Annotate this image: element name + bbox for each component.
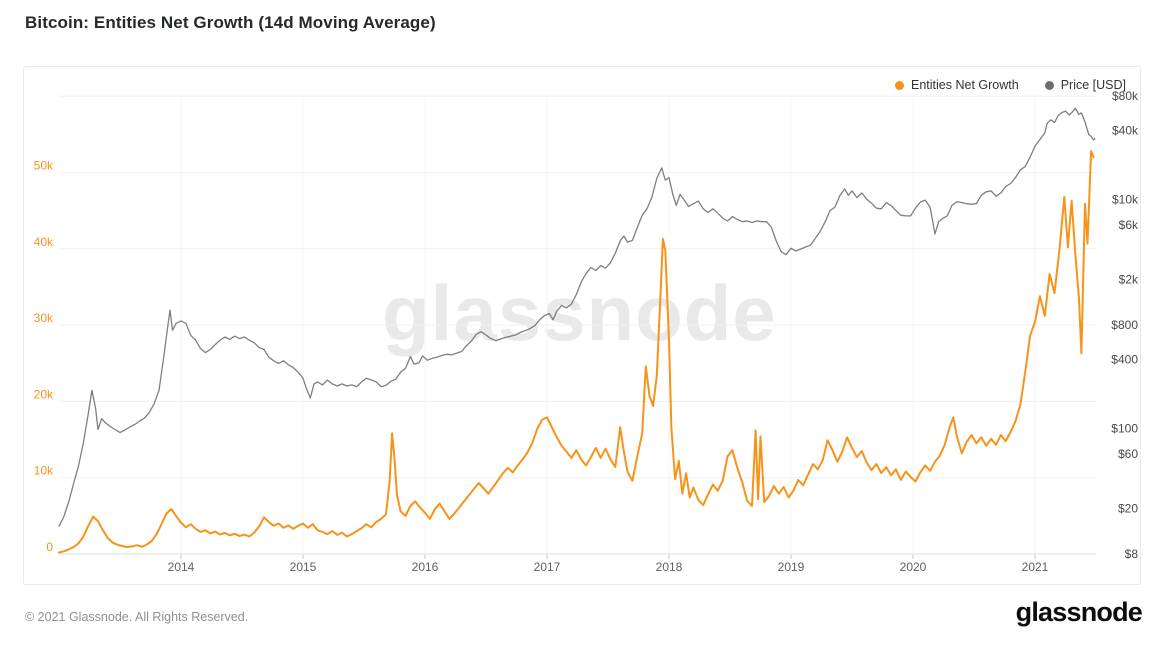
left-axis-labels: 0 10k 20k 30k 40k 50k	[34, 159, 54, 555]
glassnode-watermark: glassnode	[382, 269, 777, 357]
right-tick-label: $800	[1111, 318, 1138, 332]
glassnode-logo: glassnode	[1015, 597, 1143, 627]
chart-card: glassnode 2014 2015 2016 2017 2018 2019 2020 20…	[23, 66, 1141, 585]
right-tick-label: $10k	[1112, 193, 1139, 207]
left-tick-label: 20k	[34, 387, 54, 401]
left-tick-label: 0	[46, 540, 53, 554]
legend-label-entities: Entities Net Growth	[911, 78, 1019, 92]
right-tick-label: $400	[1111, 353, 1138, 367]
right-axis-labels: $8 $20 $60 $100 $400 $800 $2k $6k $10k $40k $80k	[1111, 89, 1139, 561]
right-tick-label: $8	[1125, 547, 1139, 561]
price-series-dot-icon	[1044, 80, 1054, 90]
right-tick-label: $2k	[1119, 273, 1139, 287]
x-tick-label: 2015	[290, 560, 317, 574]
legend-label-price: Price [USD]	[1060, 78, 1126, 92]
left-tick-label: 10k	[34, 464, 54, 478]
chart-legend: Entities Net Growth Price [USD]	[895, 78, 1126, 92]
x-tick-label: 2017	[534, 560, 561, 574]
x-tick-label: 2014	[168, 560, 195, 574]
copyright-text: © 2021 Glassnode. All Rights Reserved.	[25, 610, 249, 624]
right-tick-label: $40k	[1112, 124, 1139, 138]
x-tick-label: 2020	[900, 560, 927, 574]
entities-net-growth-line	[58, 150, 1095, 554]
page-title: Bitcoin: Entities Net Growth (14d Moving…	[25, 13, 436, 32]
chart-plot-area[interactable]: 2014 2015 2016 2017 2018 2019 2020 2021 0 10k 20k 3…	[24, 67, 1142, 586]
entities-series-dot-icon	[895, 80, 905, 90]
left-tick-label: 40k	[34, 235, 54, 249]
x-tick-label: 2016	[412, 560, 439, 574]
right-tick-label: $80k	[1112, 89, 1139, 103]
right-tick-label: $100	[1111, 421, 1138, 435]
left-tick-label: 50k	[34, 159, 54, 173]
legend-item-price-usd[interactable]: Price [USD]	[1044, 78, 1126, 92]
x-axis-year-grid: 2014 2015 2016 2017 2018 2019 2020 2021	[168, 96, 1049, 574]
right-tick-label: $20	[1118, 501, 1138, 515]
right-tick-label: $60	[1118, 447, 1138, 461]
price-line	[58, 107, 1096, 527]
horizontal-gridlines	[59, 95, 1096, 555]
left-tick-label: 30k	[34, 311, 54, 325]
x-tick-label: 2019	[778, 560, 805, 574]
right-tick-label: $6k	[1119, 218, 1139, 232]
legend-item-entities-net-growth[interactable]: Entities Net Growth	[895, 78, 1019, 92]
x-tick-label: 2018	[656, 560, 683, 574]
x-tick-label: 2021	[1022, 560, 1049, 574]
